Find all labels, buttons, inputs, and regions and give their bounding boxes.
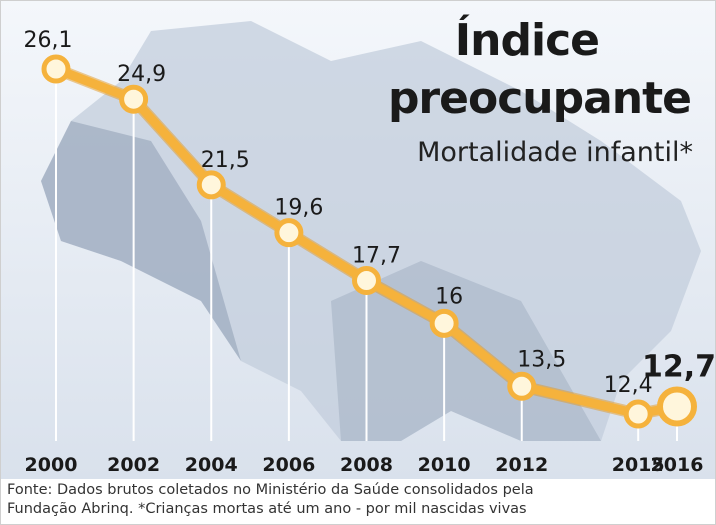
map-region-south xyxy=(331,261,601,441)
data-point-2008 xyxy=(352,266,381,296)
value-label-2002: 24,9 xyxy=(117,62,166,87)
chart-title-line2: preocupante xyxy=(387,73,692,124)
value-label-2012: 13,5 xyxy=(517,347,566,372)
source-footnote: Fonte: Dados brutos coletados no Ministé… xyxy=(7,481,711,519)
value-label-2016: 12,7 xyxy=(642,349,715,384)
value-label-2010: 16 xyxy=(435,284,463,309)
data-point-2010 xyxy=(429,308,459,338)
year-label-2016: 2016 xyxy=(651,454,704,476)
data-point-2000 xyxy=(41,54,71,84)
year-label-2006: 2006 xyxy=(262,454,315,476)
chart-subtitle: Mortalidade infantil* xyxy=(417,137,693,168)
year-label-2004: 2004 xyxy=(185,454,238,476)
year-label-2000: 2000 xyxy=(25,454,78,476)
value-label-2008: 17,7 xyxy=(352,244,401,269)
footnote-line-1: Fonte: Dados brutos coletados no Ministé… xyxy=(7,482,534,498)
value-label-2015: 12,4 xyxy=(604,373,653,398)
map-region-west xyxy=(41,121,241,361)
data-point-2004 xyxy=(196,170,226,200)
year-label-2008: 2008 xyxy=(340,454,393,476)
year-label-2002: 2002 xyxy=(107,454,160,476)
data-point-2016 xyxy=(657,386,697,427)
data-point-2002 xyxy=(119,84,149,114)
value-label-2000: 26,1 xyxy=(24,28,73,53)
data-point-2012 xyxy=(507,371,537,401)
value-label-2006: 19,6 xyxy=(274,196,323,221)
chart-title-line1: Índice xyxy=(454,15,600,66)
value-label-2004: 21,5 xyxy=(201,148,250,173)
data-point-2015 xyxy=(623,399,653,429)
year-label-2012: 2012 xyxy=(495,454,548,476)
year-label-2015: 2015 xyxy=(612,454,665,476)
data-point-2006 xyxy=(274,218,304,248)
year-label-2010: 2010 xyxy=(418,454,471,476)
footnote-line-2: Fundação Abrinq. *Crianças mortas até um… xyxy=(7,501,527,517)
